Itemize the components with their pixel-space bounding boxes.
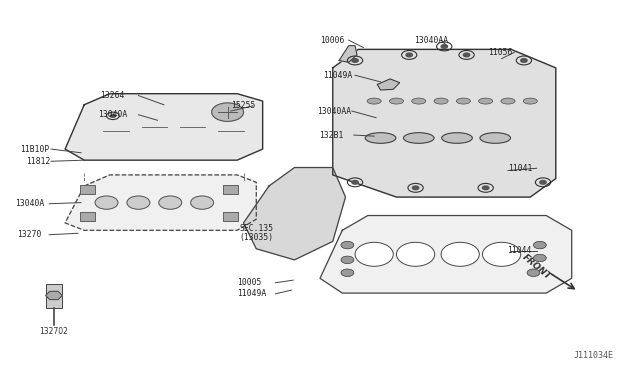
- Bar: [14, 276, 94, 339]
- Ellipse shape: [501, 98, 515, 104]
- Ellipse shape: [365, 133, 396, 143]
- Text: 13264: 13264: [100, 91, 125, 100]
- Circle shape: [110, 114, 115, 117]
- Circle shape: [352, 59, 358, 62]
- Polygon shape: [65, 94, 262, 160]
- Bar: [223, 212, 239, 221]
- Ellipse shape: [442, 133, 472, 143]
- Circle shape: [127, 196, 150, 209]
- Polygon shape: [320, 215, 572, 293]
- Ellipse shape: [390, 98, 403, 104]
- Circle shape: [159, 196, 182, 209]
- Circle shape: [521, 59, 527, 62]
- Circle shape: [341, 241, 354, 249]
- Ellipse shape: [456, 98, 470, 104]
- Circle shape: [534, 241, 546, 249]
- Bar: [80, 212, 95, 221]
- Ellipse shape: [403, 133, 434, 143]
- Ellipse shape: [480, 133, 511, 143]
- Circle shape: [406, 53, 412, 57]
- Circle shape: [352, 180, 358, 184]
- Polygon shape: [45, 291, 62, 299]
- Text: 13040A: 13040A: [99, 110, 127, 119]
- Circle shape: [95, 196, 118, 209]
- Ellipse shape: [396, 242, 435, 266]
- Polygon shape: [65, 175, 256, 230]
- Bar: [223, 185, 239, 194]
- Text: 11812: 11812: [26, 157, 50, 166]
- Text: 11049A: 11049A: [237, 289, 266, 298]
- Text: 13040AA: 13040AA: [317, 106, 351, 116]
- Text: 11044: 11044: [507, 246, 531, 255]
- Text: 13040A: 13040A: [15, 199, 45, 208]
- Text: 11B10P: 11B10P: [20, 145, 50, 154]
- Circle shape: [534, 254, 546, 262]
- Ellipse shape: [367, 98, 381, 104]
- Ellipse shape: [412, 98, 426, 104]
- Ellipse shape: [524, 98, 538, 104]
- Polygon shape: [339, 46, 357, 62]
- Ellipse shape: [441, 242, 479, 266]
- Bar: [80, 185, 95, 194]
- Text: 11056: 11056: [488, 48, 512, 57]
- Text: 13270: 13270: [17, 230, 42, 239]
- Bar: [80, 185, 95, 194]
- Circle shape: [540, 180, 546, 184]
- Circle shape: [483, 186, 489, 190]
- Ellipse shape: [434, 98, 448, 104]
- Circle shape: [212, 103, 244, 121]
- Ellipse shape: [483, 242, 521, 266]
- Circle shape: [341, 256, 354, 263]
- Polygon shape: [46, 285, 61, 308]
- Text: SEC.135: SEC.135: [239, 224, 273, 233]
- Ellipse shape: [479, 98, 493, 104]
- Circle shape: [341, 269, 354, 276]
- Text: 11041: 11041: [508, 164, 532, 173]
- Polygon shape: [378, 79, 399, 90]
- Circle shape: [412, 186, 419, 190]
- Text: 10005: 10005: [237, 278, 262, 287]
- Circle shape: [191, 196, 214, 209]
- Bar: [80, 212, 95, 221]
- Circle shape: [527, 269, 540, 276]
- Text: (13035): (13035): [239, 233, 273, 242]
- Text: 11049A: 11049A: [323, 71, 353, 80]
- Text: J111034E: J111034E: [573, 350, 613, 359]
- Bar: [223, 185, 239, 194]
- Circle shape: [441, 45, 447, 48]
- Polygon shape: [244, 167, 346, 260]
- Text: 132702: 132702: [40, 327, 68, 336]
- Text: 132B1: 132B1: [319, 131, 343, 140]
- Text: 15255: 15255: [231, 102, 255, 110]
- Text: 13040AA: 13040AA: [414, 36, 449, 45]
- Text: FRONT: FRONT: [521, 253, 553, 282]
- Polygon shape: [333, 49, 556, 197]
- Bar: [223, 212, 239, 221]
- Text: 10006: 10006: [320, 36, 344, 45]
- Ellipse shape: [355, 242, 394, 266]
- Circle shape: [463, 53, 470, 57]
